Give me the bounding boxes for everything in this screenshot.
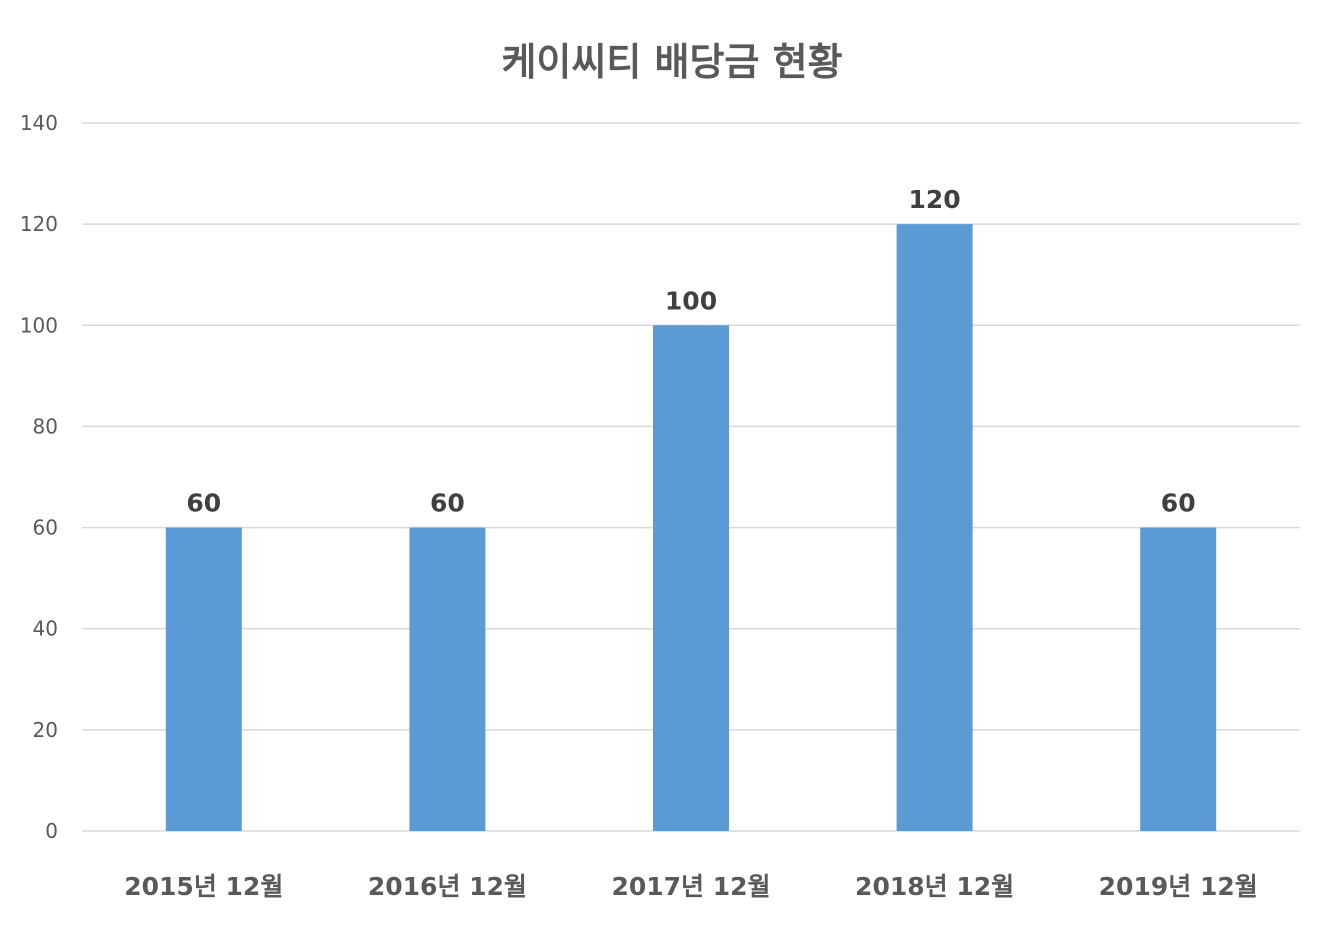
bars (165, 224, 1217, 832)
data-label: 100 (665, 286, 717, 315)
bar (653, 325, 729, 831)
x-tick-label: 2017년 12월 (611, 872, 770, 901)
y-tick-label: 40 (33, 617, 58, 641)
bar (409, 527, 486, 831)
x-tick-label: 2018년 12월 (855, 872, 1014, 901)
data-label: 60 (186, 489, 221, 518)
x-tick-label: 2016년 12월 (368, 872, 527, 901)
y-tick-label: 20 (33, 718, 58, 742)
y-tick-label: 0 (45, 819, 58, 843)
y-tick-label: 80 (33, 414, 58, 438)
x-axis-ticks: 2015년 12월 2016년 12월 2017년 12월 2018년 12월 2019… (124, 872, 1257, 901)
y-tick-label: 120 (20, 212, 58, 236)
data-label: 60 (1161, 489, 1196, 518)
y-tick-label: 140 (20, 111, 58, 135)
y-tick-label: 60 (33, 516, 58, 540)
chart-title: 케이씨티 배당금 현황 (501, 40, 842, 84)
bar (896, 224, 973, 832)
data-labels: 60 60 100 120 60 (186, 185, 1195, 517)
x-tick-label: 2015년 12월 (124, 872, 283, 901)
bar (165, 527, 242, 831)
data-label: 120 (909, 185, 961, 214)
bar (1140, 527, 1217, 831)
data-label: 60 (430, 489, 465, 518)
y-axis-ticks: 0 20 40 60 80 100 120 140 (20, 111, 58, 843)
x-tick-label: 2019년 12월 (1099, 872, 1258, 901)
y-tick-label: 100 (20, 313, 58, 337)
